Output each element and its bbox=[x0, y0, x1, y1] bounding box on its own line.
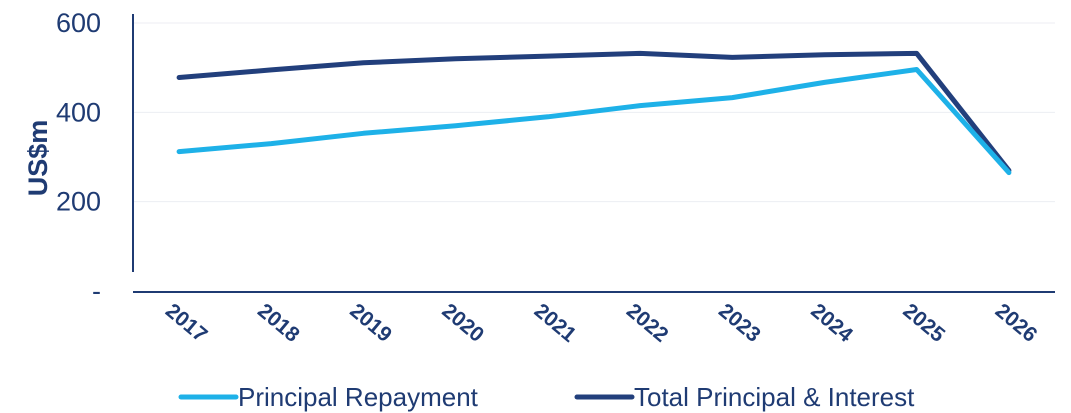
x-tick-label: 2017 bbox=[161, 299, 212, 347]
x-tick-label: 2019 bbox=[345, 299, 396, 347]
legend-label: Principal Repayment bbox=[238, 382, 479, 412]
x-tick-label: 2026 bbox=[991, 299, 1042, 347]
y-tick-label: 200 bbox=[56, 187, 101, 217]
y-tick-labels: - 200 400 600 bbox=[56, 8, 101, 306]
x-tick-label: 2018 bbox=[253, 299, 304, 347]
x-tick-labels: 2017 2018 2019 2020 2021 2022 2023 2024 2025 2026 bbox=[161, 299, 1041, 347]
x-tick-label: 2023 bbox=[714, 299, 765, 347]
axes bbox=[132, 14, 1055, 293]
legend-label: Total Principal & Interest bbox=[634, 382, 915, 412]
x-tick-label: 2022 bbox=[622, 299, 673, 347]
x-tick-label: 2021 bbox=[530, 299, 581, 347]
y-tick-label: 600 bbox=[56, 8, 101, 38]
x-tick-label: 2020 bbox=[438, 299, 489, 347]
y-tick-label: - bbox=[92, 276, 101, 306]
x-tick-label: 2024 bbox=[806, 299, 857, 347]
series-line-principal-repayment bbox=[176, 67, 1012, 176]
y-tick-label: 400 bbox=[56, 97, 101, 127]
y-axis-label: US$m bbox=[23, 120, 53, 197]
series-lines bbox=[176, 50, 1012, 176]
legend: Principal Repayment Total Principal & Int… bbox=[178, 382, 915, 412]
series-line-total-principal-interest bbox=[176, 50, 1012, 173]
x-tick-label: 2025 bbox=[899, 299, 950, 347]
